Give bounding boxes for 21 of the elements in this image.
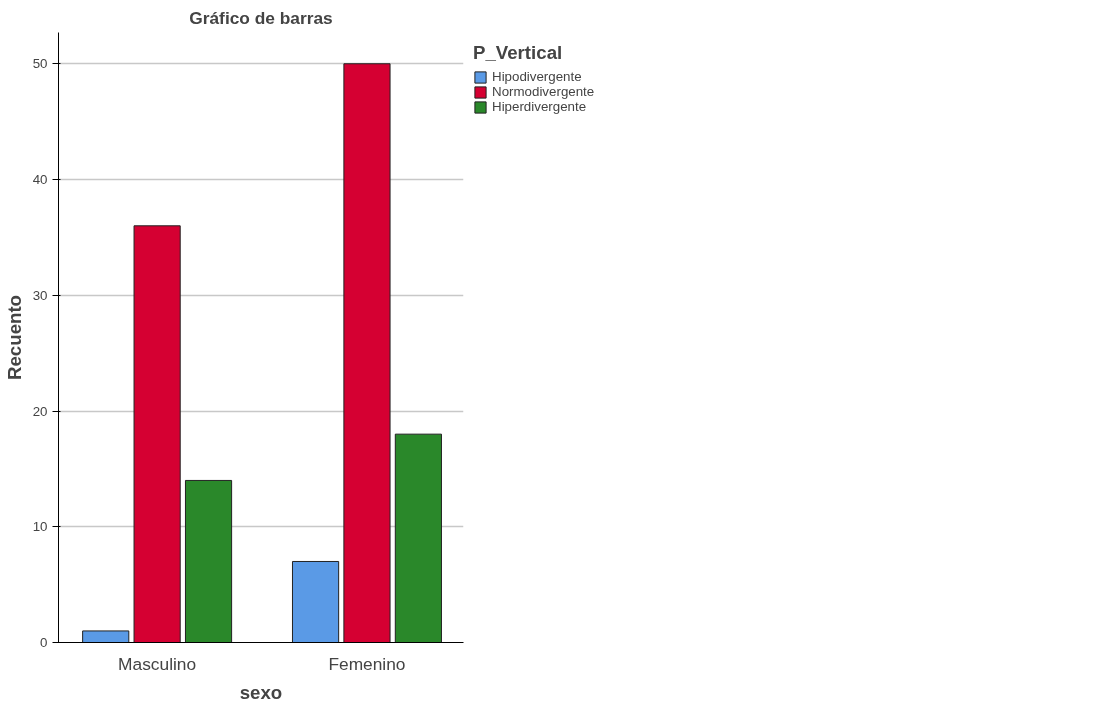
legend-label: Hipodivergente [492,69,582,84]
chart-title: Gráfico de barras [189,7,333,28]
bar [343,63,391,643]
y-tick-label: 40 [32,172,48,187]
y-tick-label: 0 [40,635,48,650]
bar [184,479,233,643]
bar [133,225,181,643]
legend-label: Hiperdivergente [492,99,587,114]
x-tick-label: Masculino [118,653,197,674]
bar [82,630,130,643]
x-tick-label: Femenino [328,653,406,674]
bar [394,433,442,643]
bar [291,560,340,643]
y-tick-label: 50 [32,56,48,72]
legend-label: Normodivergente [492,84,595,99]
y-tick-label: 10 [32,519,48,535]
legend-title: P_Vertical [473,42,564,64]
y-tick-label: 30 [32,287,48,303]
y-tick-label: 20 [32,403,48,419]
y-axis-title: Recuento [3,294,25,380]
x-axis-title: sexo [239,681,283,703]
